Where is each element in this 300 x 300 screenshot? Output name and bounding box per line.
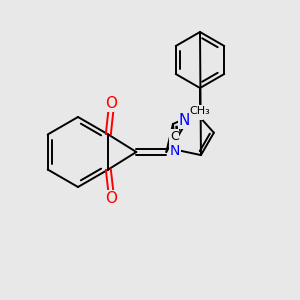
Text: O: O [105,191,117,206]
Text: N: N [178,113,190,128]
Text: C: C [170,130,179,143]
Text: N: N [169,144,180,158]
Text: CH₃: CH₃ [190,106,210,116]
Text: O: O [105,96,117,111]
Text: S: S [193,106,202,119]
